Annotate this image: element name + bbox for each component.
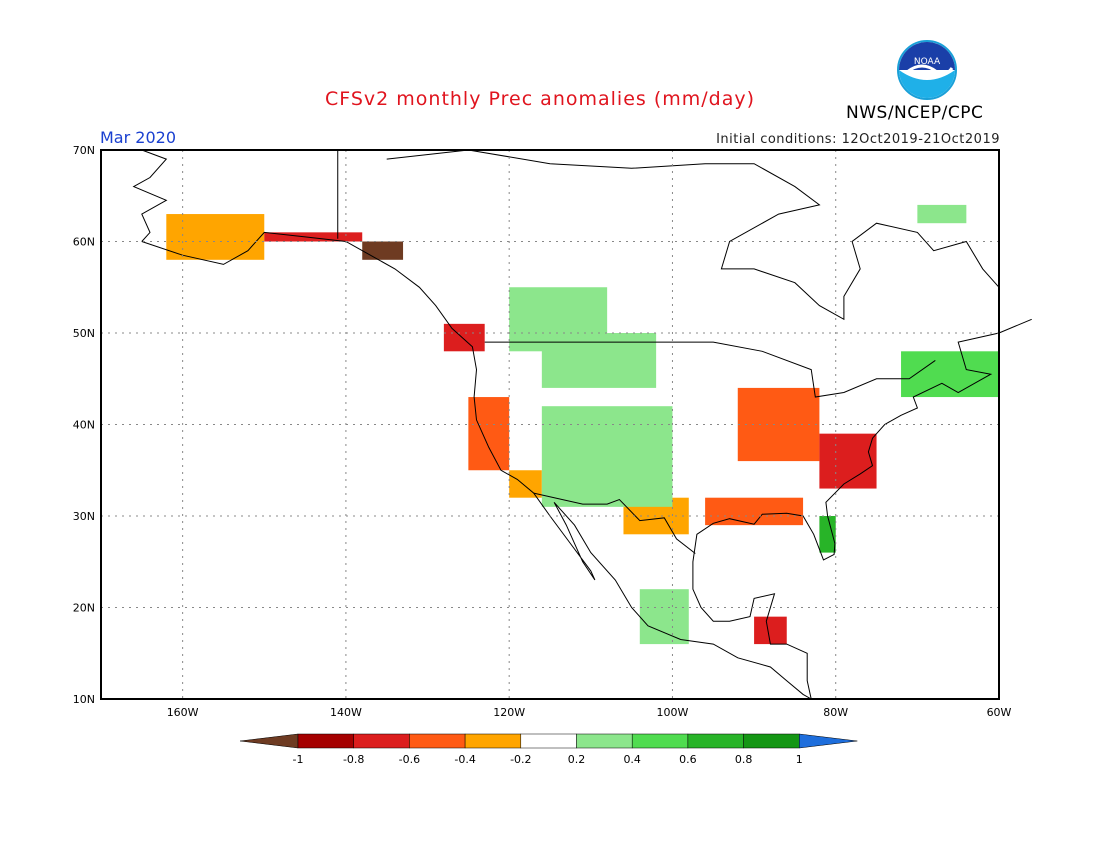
anomaly-region xyxy=(917,204,967,224)
anomaly-region xyxy=(468,397,510,471)
colorbar-segment xyxy=(520,733,577,749)
anomaly-region xyxy=(443,323,485,352)
colorbar-segment xyxy=(576,733,633,749)
colorbar-tick-label: -0.4 xyxy=(454,753,475,766)
anomaly-region xyxy=(901,351,999,398)
forecast-month: Mar 2020 xyxy=(100,128,176,147)
anomaly-region xyxy=(639,589,689,645)
latitude-labels: 70N 60N 50N 40N 30N 20N 10N xyxy=(73,144,95,706)
colorbar-tick-label: -0.8 xyxy=(343,753,364,766)
colorbar-ticks: -1 -0.8 -0.6 -0.4 -0.2 0.2 0.4 0.6 0.8 1 xyxy=(293,753,803,766)
colorbar-tick-label: -0.6 xyxy=(399,753,420,766)
anomaly-region xyxy=(509,470,542,498)
lon-label: 160W xyxy=(167,706,199,719)
colorbar-tick-label: 0.8 xyxy=(735,753,753,766)
logo-text: NOAA xyxy=(914,57,941,67)
longitude-labels: 160W 140W 120W 100W 80W 60W xyxy=(167,706,1012,719)
coastline-path xyxy=(132,149,168,242)
anomaly-region xyxy=(264,232,363,242)
lon-label: 140W xyxy=(330,706,362,719)
lon-label: 80W xyxy=(823,706,848,719)
colorbar-segment xyxy=(464,733,522,749)
anomaly-region xyxy=(754,616,787,645)
lat-label: 10N xyxy=(73,693,95,706)
coastline-path xyxy=(692,318,1032,700)
border-path xyxy=(484,341,936,398)
agency-label: NWS/NCEP/CPC xyxy=(846,103,984,123)
lon-label: 120W xyxy=(493,706,525,719)
colorbar-arrow-high xyxy=(799,733,858,749)
colorbar-arrow-low xyxy=(239,733,299,749)
anomaly-region xyxy=(819,516,836,553)
colorbar-tick-label: 0.4 xyxy=(623,753,641,766)
anomaly-region xyxy=(541,406,673,507)
lat-label: 40N xyxy=(73,419,95,432)
colorbar-tick-label: 1 xyxy=(796,753,803,766)
border-path xyxy=(533,492,696,554)
initial-conditions: Initial conditions: 12Oct2019-21Oct2019 xyxy=(716,132,1000,147)
colorbar-segment xyxy=(743,733,800,749)
lat-label: 20N xyxy=(73,602,95,615)
anomaly-region xyxy=(166,214,265,260)
grid-lines xyxy=(101,150,999,699)
noaa-logo-icon: NOAA xyxy=(897,40,957,100)
map-title: CFSv2 monthly Prec anomalies (mm/day) xyxy=(324,88,756,110)
map-frame xyxy=(100,149,1000,700)
anomaly-region xyxy=(541,333,657,388)
lat-label: 30N xyxy=(73,510,95,523)
colorbar-segment xyxy=(687,733,744,749)
lat-label: 50N xyxy=(73,327,95,340)
lon-label: 60W xyxy=(987,706,1012,719)
colorbar-segment xyxy=(631,733,689,749)
colorbar-segment xyxy=(409,733,466,749)
lon-label: 100W xyxy=(657,706,689,719)
colorbar-tick-label: 0.2 xyxy=(568,753,586,766)
colorbar-segment xyxy=(297,733,354,749)
lat-label: 70N xyxy=(73,144,95,157)
lat-label: 60N xyxy=(73,236,95,249)
colorbar-segment xyxy=(353,733,410,749)
colorbar xyxy=(239,733,858,749)
coastline-path xyxy=(386,149,1000,321)
colorbar-tick-label: 0.6 xyxy=(679,753,697,766)
colorbar-tick-label: -1 xyxy=(293,753,304,766)
anomaly-region xyxy=(362,241,404,260)
anomaly-region xyxy=(819,433,877,489)
colorbar-tick-label: -0.2 xyxy=(510,753,531,766)
anomaly-region xyxy=(737,387,820,462)
coastlines xyxy=(132,149,1032,700)
